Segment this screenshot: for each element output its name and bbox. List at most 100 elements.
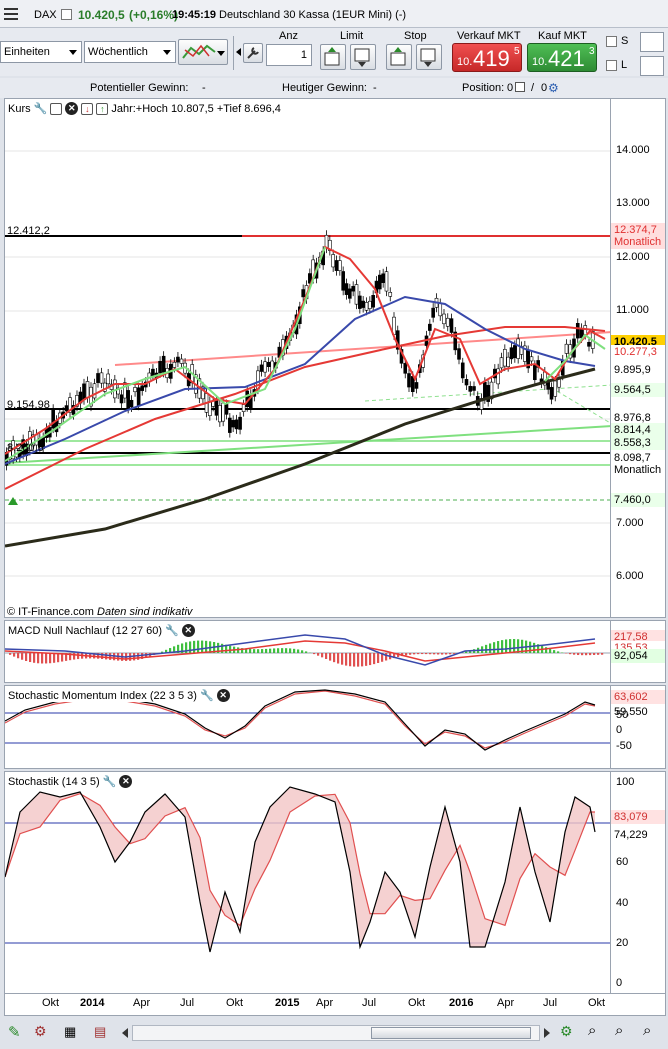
period-select[interactable]: Wöchentlich: [84, 41, 176, 63]
macd-bar: [529, 641, 532, 653]
candle-body: [587, 341, 591, 347]
smi-panel[interactable]: Stochastic Momentum Index (22 3 5 3) 🔧 ✕: [4, 685, 611, 769]
candle-body: [431, 307, 435, 318]
macd-bar: [253, 649, 256, 653]
close-icon[interactable]: ✕: [216, 689, 230, 702]
price-chart[interactable]: Kurs 🔧 ✕ ↓ ↑ Jahr:+Hoch 10.807,5 +Tief 8…: [4, 98, 611, 618]
candle-body: [103, 382, 107, 392]
export-icon[interactable]: ↓: [81, 102, 94, 115]
candle-body: [308, 273, 312, 284]
s-checkbox[interactable]: [606, 36, 617, 47]
import-icon[interactable]: ↑: [96, 102, 109, 115]
candle-body: [564, 343, 569, 354]
macd-plot[interactable]: [5, 621, 611, 683]
draw-tool-icon[interactable]: ✎: [8, 1024, 21, 1041]
scroll-left-icon[interactable]: [122, 1028, 128, 1038]
l-checkbox[interactable]: [606, 60, 617, 71]
candle-body: [341, 271, 345, 291]
macd-bar: [285, 648, 288, 653]
smi-header: Stochastic Momentum Index (22 3 5 3) 🔧 ✕: [8, 689, 233, 702]
macd-bar: [313, 653, 316, 655]
price-level-label: 8.558,3: [611, 436, 665, 450]
stoch-tick-0: 0: [616, 977, 623, 989]
limit-sell-button[interactable]: [350, 44, 376, 70]
macd-bar: [465, 651, 468, 653]
macd-bar: [601, 653, 604, 655]
limit-buy-button[interactable]: [320, 44, 346, 70]
smi-label-1: 63,602: [611, 690, 665, 704]
macd-bar: [305, 651, 308, 653]
candle-body: [496, 368, 500, 385]
stop-sell-button[interactable]: [416, 44, 442, 70]
menu-icon[interactable]: [4, 8, 18, 20]
scrollbar-track[interactable]: [132, 1025, 540, 1041]
macd-bar: [521, 639, 524, 653]
candle-body: [92, 383, 97, 399]
scroll-right-icon[interactable]: [544, 1028, 550, 1038]
gears-icon[interactable]: ⚙: [548, 81, 559, 95]
stoch-label-2: 74,229: [614, 829, 648, 841]
units-select[interactable]: Einheiten: [0, 41, 82, 63]
window-icon[interactable]: [50, 102, 63, 115]
stop-buy-button[interactable]: [386, 44, 412, 70]
stoch-panel[interactable]: Stochastik (14 3 5) 🔧 ✕: [4, 771, 611, 994]
candle-body: [221, 402, 225, 422]
buy-price-sup: 3: [589, 46, 595, 57]
sell-market-button[interactable]: 10. 419 5: [452, 43, 522, 72]
scrollbar-thumb[interactable]: [371, 1027, 531, 1039]
buy-market-button[interactable]: 10. 421 3: [527, 43, 597, 72]
chart-settings-icon[interactable]: ⚙: [560, 1023, 573, 1039]
macd-bar: [105, 653, 108, 660]
candle-body: [334, 260, 339, 271]
close-icon[interactable]: ✕: [181, 624, 195, 637]
wrench-icon[interactable]: 🔧: [33, 103, 48, 115]
l-input[interactable]: [640, 56, 664, 76]
moving-average-100: [5, 326, 606, 490]
fast-average-green: [544, 333, 606, 382]
candle-body: [503, 349, 507, 367]
stoch-plot[interactable]: [5, 772, 611, 994]
zoom-out-icon[interactable]: ⌕: [643, 1022, 652, 1039]
wrench-icon[interactable]: 🔧: [165, 625, 179, 637]
price-plot[interactable]: [5, 99, 611, 618]
grid-icon[interactable]: ▦: [64, 1024, 77, 1039]
zoom-fit-icon[interactable]: ⌕: [588, 1022, 597, 1039]
wrench-icon[interactable]: 🔧: [102, 776, 117, 788]
anz-input[interactable]: 1: [266, 44, 312, 66]
macd-bar: [517, 639, 520, 653]
level-label-low: 8.260,6: [7, 442, 44, 454]
macd-bar: [109, 653, 112, 660]
table-icon[interactable]: ▤: [94, 1024, 107, 1039]
macd-bar: [333, 653, 336, 663]
close-icon[interactable]: ✕: [119, 775, 133, 788]
macd-bar: [341, 653, 344, 665]
s-input[interactable]: [640, 32, 664, 52]
candle-body: [331, 254, 335, 268]
candle-body: [388, 292, 393, 297]
candle-body: [407, 373, 411, 388]
favorite-checkbox[interactable]: [61, 9, 72, 20]
close-icon[interactable]: ✕: [65, 102, 79, 115]
today-profit-value: -: [373, 82, 377, 94]
stoch-k-line: [5, 786, 596, 953]
sell-price-prefix: 10.: [457, 56, 473, 68]
stop-label: Stop: [404, 30, 427, 42]
zoom-in-icon[interactable]: ⌕: [615, 1022, 624, 1039]
candle-body: [161, 355, 166, 373]
macd-bar: [421, 653, 424, 655]
position-edit-icon[interactable]: [515, 82, 525, 92]
wrench-icon[interactable]: 🔧: [199, 690, 214, 702]
wrench-button[interactable]: [243, 43, 263, 63]
candle-body: [176, 356, 180, 363]
macd-panel[interactable]: MACD Null Nachlauf (12 27 60) 🔧 ✕: [4, 620, 611, 683]
collapse-arrow-icon[interactable]: [236, 48, 241, 56]
chart-type-button[interactable]: [178, 39, 228, 65]
indicator-icon[interactable]: ⚙: [34, 1023, 47, 1039]
current-price: 10.420,5: [78, 8, 125, 22]
wrench-icon: [247, 47, 259, 59]
macd-bar: [229, 645, 232, 653]
macd-bar: [177, 644, 180, 653]
candle-body: [384, 271, 389, 292]
time-axis-label: Jul: [362, 997, 377, 1009]
macd-bar: [425, 653, 428, 655]
